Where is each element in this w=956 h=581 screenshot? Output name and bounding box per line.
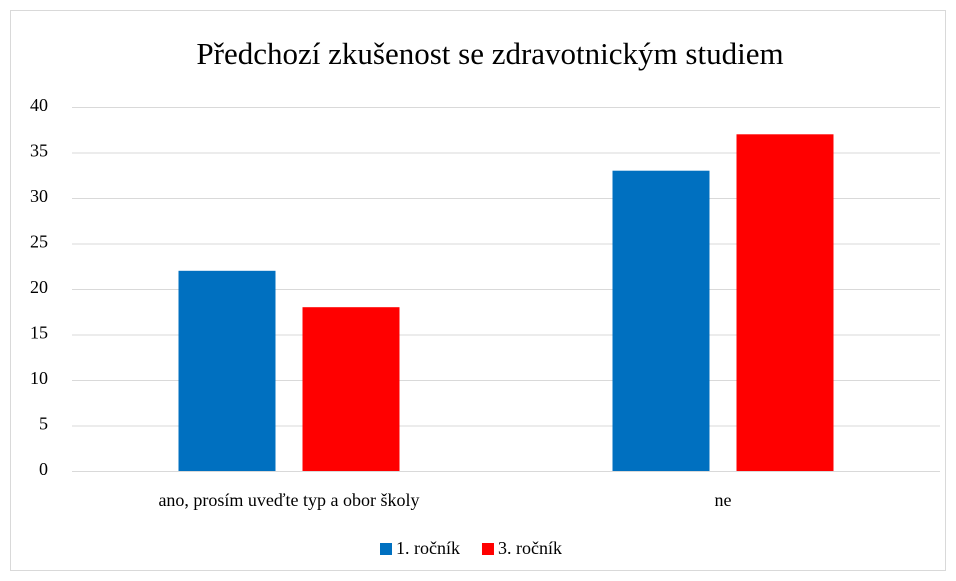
legend-label: 3. ročník — [498, 538, 562, 558]
bar — [612, 170, 710, 471]
x-tick-label: ano, prosím uveďte typ a obor školy — [158, 490, 419, 510]
y-tick-label: 40 — [30, 95, 48, 115]
y-tick-label: 25 — [30, 232, 48, 252]
y-tick-label: 35 — [30, 141, 48, 161]
bar — [736, 134, 834, 472]
y-tick-label: 0 — [39, 459, 48, 479]
y-tick-label: 15 — [30, 323, 48, 343]
y-tick-label: 30 — [30, 186, 48, 206]
chart-title: Předchozí zkušenost se zdravotnickým stu… — [196, 36, 783, 71]
legend-label: 1. ročník — [396, 538, 460, 558]
x-tick-label: ne — [715, 490, 732, 510]
legend-swatch — [380, 543, 392, 555]
y-tick-label: 10 — [30, 368, 48, 388]
y-tick-label: 20 — [30, 277, 48, 297]
bar — [178, 270, 276, 471]
y-tick-label: 5 — [39, 414, 48, 434]
legend-swatch — [481, 543, 494, 555]
bar — [302, 307, 400, 471]
